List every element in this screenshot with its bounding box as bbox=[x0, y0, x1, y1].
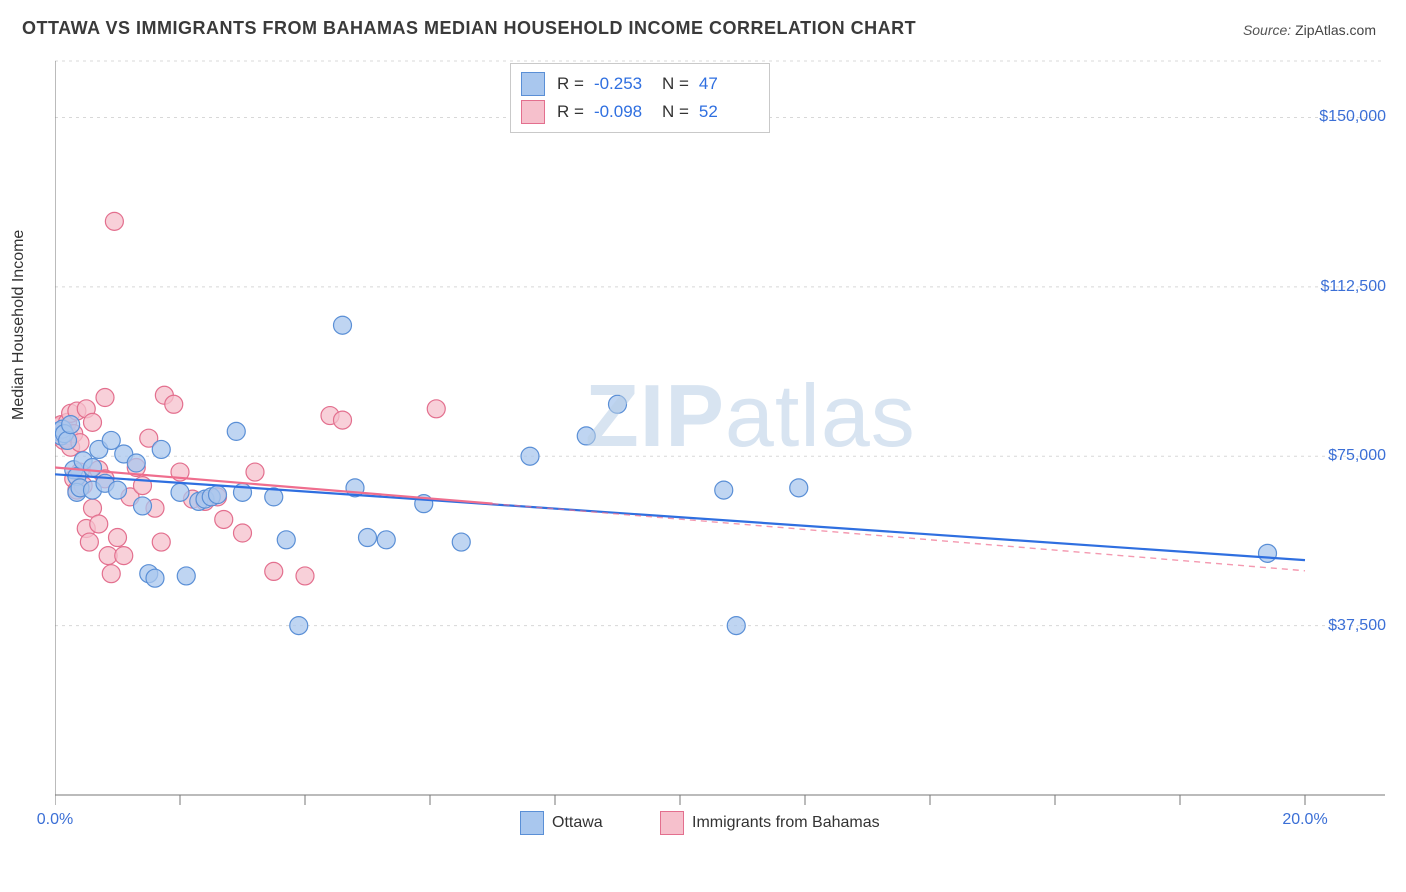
plot-area: ZIPatlas R = -0.253 N = 47 R = -0.098 N … bbox=[55, 55, 1385, 827]
stats-box: R = -0.253 N = 47 R = -0.098 N = 52 bbox=[510, 63, 770, 133]
legend-label: Immigrants from Bahamas bbox=[692, 814, 880, 832]
stat-r-label: R = bbox=[557, 74, 584, 94]
stats-row: R = -0.098 N = 52 bbox=[521, 98, 755, 126]
stat-r-label: R = bbox=[557, 102, 584, 122]
swatch-icon bbox=[521, 72, 545, 96]
swatch-icon bbox=[521, 100, 545, 124]
stat-n-label: N = bbox=[662, 74, 689, 94]
stat-r-value: -0.253 bbox=[594, 74, 650, 94]
x-tick-label: 0.0% bbox=[37, 811, 73, 829]
stat-r-value: -0.098 bbox=[594, 102, 650, 122]
stat-n-value: 47 bbox=[699, 74, 755, 94]
x-tick-label: 20.0% bbox=[1282, 811, 1327, 829]
y-tick-label: $150,000 bbox=[1319, 108, 1386, 126]
source-value: ZipAtlas.com bbox=[1295, 22, 1376, 38]
source-attribution: Source: ZipAtlas.com bbox=[1243, 22, 1376, 38]
chart-title: OTTAWA VS IMMIGRANTS FROM BAHAMAS MEDIAN… bbox=[22, 18, 916, 39]
y-axis-label: Median Household Income bbox=[10, 230, 28, 420]
stat-n-label: N = bbox=[662, 102, 689, 122]
chart-svg bbox=[55, 55, 1385, 827]
swatch-icon bbox=[660, 811, 684, 835]
y-tick-label: $75,000 bbox=[1328, 447, 1386, 465]
stat-n-value: 52 bbox=[699, 102, 755, 122]
stats-row: R = -0.253 N = 47 bbox=[521, 70, 755, 98]
source-label: Source: bbox=[1243, 22, 1291, 38]
y-tick-label: $37,500 bbox=[1328, 617, 1386, 635]
swatch-icon bbox=[520, 811, 544, 835]
legend-item: Immigrants from Bahamas bbox=[660, 811, 880, 835]
y-tick-label: $112,500 bbox=[1320, 278, 1386, 296]
legend-label: Ottawa bbox=[552, 814, 603, 832]
legend-item: Ottawa bbox=[520, 811, 603, 835]
